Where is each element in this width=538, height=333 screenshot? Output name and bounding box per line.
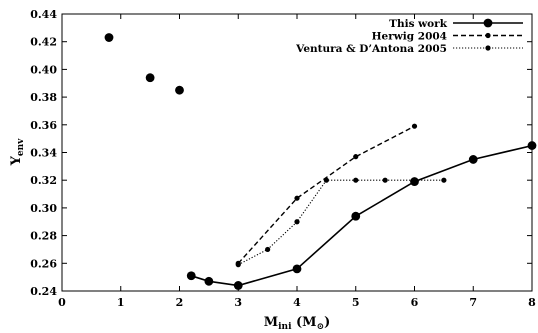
y-tick-label: 0.28: [30, 230, 57, 243]
legend-marker: [485, 45, 490, 50]
x-tick-label: 2: [176, 296, 184, 309]
data-point: [353, 178, 358, 183]
data-point: [412, 178, 417, 183]
x-axis-label-unit-close: ): [324, 315, 330, 330]
data-point: [105, 33, 114, 42]
legend-label: This work: [389, 18, 448, 30]
plot-frame: [62, 14, 532, 291]
y-tick-label: 0.40: [30, 63, 57, 76]
axis-ticks: 0 1 2 3 4 5 6 7 8 0.24 0.26 0.28 0.30 0.32 0.34 0.36 0.3…: [30, 8, 536, 309]
y-tick-label: 0.34: [30, 147, 57, 160]
data-point: [187, 271, 196, 280]
data-point: [204, 277, 213, 286]
data-point: [383, 178, 388, 183]
y-tick-label: 0.30: [30, 202, 57, 215]
y-tick-label: 0.44: [30, 8, 57, 21]
data-point: [528, 141, 537, 150]
series-layer: [105, 33, 537, 290]
x-tick-label: 7: [469, 296, 477, 309]
y-tick-label: 0.36: [30, 119, 57, 132]
x-axis-label: Mini (M⊙): [264, 315, 331, 332]
y-tick-label: 0.42: [30, 36, 57, 49]
legend-label: Herwig 2004: [372, 31, 447, 43]
data-point: [294, 219, 299, 224]
x-axis-label-sub: ini: [278, 322, 292, 332]
data-point: [175, 86, 184, 95]
legend-marker: [485, 33, 490, 38]
data-point: [293, 264, 302, 273]
data-point: [236, 262, 241, 267]
series-line: [238, 180, 444, 265]
y-tick-label: 0.24: [30, 285, 57, 298]
legend-marker: [484, 19, 493, 28]
y-tick-label: 0.38: [30, 91, 57, 104]
data-point: [441, 178, 446, 183]
y-axis-label: Yenv: [9, 138, 26, 167]
data-point: [146, 73, 155, 82]
x-axis-label-main: M: [264, 315, 278, 330]
x-tick-label: 4: [293, 296, 301, 309]
y-tick-label: 0.32: [30, 174, 57, 187]
y-tick-label: 0.26: [30, 257, 57, 270]
data-point: [353, 154, 358, 159]
data-point: [324, 178, 329, 183]
series-1: [105, 33, 184, 94]
x-tick-label: 5: [352, 296, 360, 309]
series-0: [187, 141, 537, 290]
series-line: [191, 146, 532, 286]
legend-label: Ventura & D’Antona 2005: [295, 43, 447, 55]
series-2: [236, 124, 417, 266]
x-tick-label: 1: [117, 296, 125, 309]
y-axis-label-sub: env: [16, 138, 26, 156]
data-point: [234, 281, 243, 290]
data-point: [412, 124, 417, 129]
x-tick-label: 8: [528, 296, 536, 309]
x-axis-label-unit-open: (M: [292, 315, 317, 330]
data-point: [469, 155, 478, 164]
data-point: [265, 247, 270, 252]
data-point: [351, 212, 360, 221]
x-tick-label: 3: [234, 296, 242, 309]
x-tick-label: 6: [411, 296, 419, 309]
x-tick-label: 0: [58, 296, 66, 309]
series-3: [236, 178, 447, 268]
data-point: [294, 196, 299, 201]
x-axis-label-unit-sub: ⊙: [317, 322, 325, 332]
